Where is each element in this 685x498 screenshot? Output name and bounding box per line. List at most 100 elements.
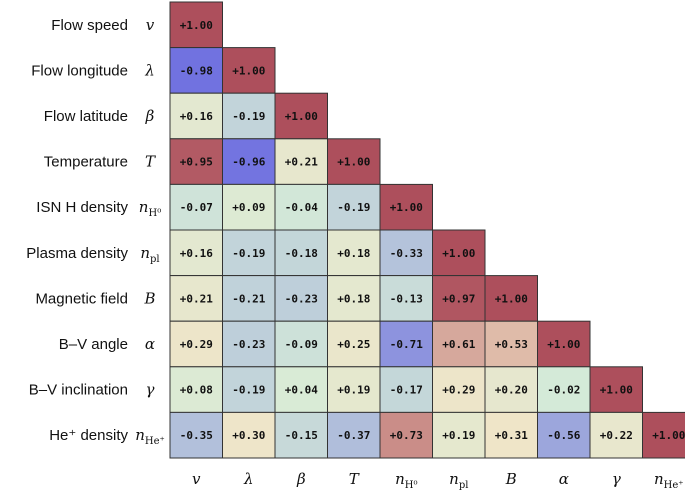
cell-r1-c1 — [222, 47, 276, 94]
cell-label-r5-c2: -0.18 — [285, 247, 318, 260]
cell-label-r3-c1: -0.96 — [232, 156, 265, 169]
column-label-4: nH⁰ — [395, 470, 417, 491]
cell-label-r7-c5: +0.61 — [442, 338, 475, 351]
row-labels-layer: Flow speed v Flow longitude λ Flow latitude β… — [26, 16, 165, 447]
row-symbol-0: v — [146, 16, 155, 34]
row-symbol-2: β — [145, 107, 155, 125]
row-symbol-1: λ — [144, 61, 155, 79]
row-symbol-7: α — [145, 335, 155, 353]
cell-label-r6-c5: +0.97 — [442, 292, 475, 305]
cell-label-r9-c9: +1.00 — [652, 429, 685, 442]
row-symbol-9: nHe⁺ — [135, 426, 165, 447]
cell-r5-c0 — [169, 229, 223, 277]
cell-r4-c1 — [222, 183, 276, 231]
row-symbol-3: T — [145, 153, 156, 171]
cell-label-r2-c0: +0.16 — [180, 110, 213, 123]
row-label-3: Temperature — [44, 154, 128, 171]
row-label-6: Magnetic field — [35, 290, 128, 307]
cell-r6-c6 — [484, 275, 538, 322]
cell-r9-c8 — [589, 411, 643, 459]
cell-r6-c5 — [432, 275, 486, 322]
cell-r0-c0 — [169, 1, 223, 49]
cell-label-r5-c4: -0.33 — [390, 247, 423, 260]
cell-r6-c1 — [222, 275, 276, 322]
cell-label-r9-c8: +0.22 — [600, 429, 633, 442]
cell-label-r6-c0: +0.21 — [180, 292, 213, 305]
row-label-5: Plasma density — [26, 245, 128, 262]
cell-r9-c5 — [432, 411, 486, 459]
cell-label-r9-c0: -0.35 — [180, 429, 213, 442]
cell-label-r0-c0: +1.00 — [180, 19, 213, 32]
cell-label-r7-c6: +0.53 — [495, 338, 528, 351]
cell-r8-c2 — [274, 366, 328, 413]
row-label-9: He⁺ density — [49, 427, 128, 444]
column-label-5: npl — [449, 470, 468, 491]
cell-label-r9-c3: -0.37 — [337, 429, 370, 442]
cell-r7-c7 — [537, 320, 591, 368]
cell-label-r9-c2: -0.15 — [285, 429, 318, 442]
cell-r9-c2 — [274, 411, 328, 459]
cell-r9-c7 — [537, 411, 591, 459]
row-label-4: ISN H density — [36, 199, 128, 216]
cell-label-r5-c5: +1.00 — [442, 247, 475, 260]
cell-label-r8-c7: -0.02 — [547, 384, 580, 397]
cell-r6-c0 — [169, 275, 223, 322]
cell-r8-c6 — [484, 366, 538, 413]
cell-label-r8-c8: +1.00 — [600, 384, 633, 397]
cell-label-r6-c6: +1.00 — [495, 292, 528, 305]
row-symbol-8: γ — [146, 381, 155, 399]
cell-label-r9-c7: -0.56 — [547, 429, 580, 442]
row-label-7: B–V angle — [59, 336, 128, 353]
cell-r9-c0 — [169, 411, 223, 459]
column-label-7: α — [559, 470, 569, 488]
cell-r5-c3 — [327, 229, 381, 277]
cell-label-r4-c2: -0.04 — [285, 201, 318, 214]
cell-label-r7-c4: -0.71 — [390, 338, 423, 351]
cell-label-r9-c6: +0.31 — [495, 429, 528, 442]
cell-label-r4-c3: -0.19 — [337, 201, 370, 214]
cell-label-r4-c4: +1.00 — [390, 201, 423, 214]
cell-label-r5-c0: +0.16 — [180, 247, 213, 260]
cell-label-r5-c1: -0.19 — [232, 247, 265, 260]
cell-label-r2-c2: +1.00 — [285, 110, 318, 123]
cell-label-r6-c4: -0.13 — [390, 292, 423, 305]
column-label-1: λ — [243, 470, 254, 488]
cell-label-r4-c0: -0.07 — [180, 201, 213, 214]
cell-label-r9-c4: +0.73 — [390, 429, 423, 442]
cell-label-r7-c1: -0.23 — [232, 338, 265, 351]
cell-r8-c3 — [327, 366, 381, 413]
column-label-8: γ — [612, 470, 621, 488]
cell-label-r1-c1: +1.00 — [232, 64, 265, 77]
cell-label-r6-c2: -0.23 — [285, 292, 318, 305]
cell-r5-c4 — [379, 229, 433, 277]
row-label-1: Flow longitude — [31, 62, 128, 79]
cell-label-r9-c5: +0.19 — [442, 429, 475, 442]
cell-label-r7-c3: +0.25 — [337, 338, 370, 351]
cell-label-r3-c3: +1.00 — [337, 156, 370, 169]
cell-r9-c9 — [642, 411, 685, 459]
cell-label-r3-c0: +0.95 — [180, 156, 213, 169]
cell-label-r4-c1: +0.09 — [232, 201, 265, 214]
cell-label-r9-c1: +0.30 — [232, 429, 265, 442]
cell-label-r8-c1: -0.19 — [232, 384, 265, 397]
cell-r3-c3 — [327, 138, 381, 185]
cell-label-r6-c1: -0.21 — [232, 292, 265, 305]
row-symbol-5: npl — [140, 244, 159, 265]
cell-label-r2-c1: -0.19 — [232, 110, 265, 123]
column-label-2: β — [296, 470, 306, 488]
cell-r7-c2 — [274, 320, 328, 368]
cell-label-r8-c5: +0.29 — [442, 384, 475, 397]
cell-label-r5-c3: +0.18 — [337, 247, 370, 260]
cells-layer: +1.00 -0.98 +1.00 +0.16 -0.19 +1.00 +0.95 -0.96… — [169, 1, 685, 459]
cell-r7-c0 — [169, 320, 223, 368]
cell-label-r8-c3: +0.19 — [337, 384, 370, 397]
cell-r3-c1 — [222, 138, 276, 185]
row-label-8: B–V inclination — [29, 382, 128, 399]
cell-r9-c4 — [379, 411, 433, 459]
cell-label-r3-c2: +0.21 — [285, 156, 318, 169]
cell-r9-c3 — [327, 411, 381, 459]
cell-label-r8-c4: -0.17 — [390, 384, 423, 397]
cell-r5-c1 — [222, 229, 276, 277]
row-symbol-4: nH⁰ — [139, 198, 161, 219]
